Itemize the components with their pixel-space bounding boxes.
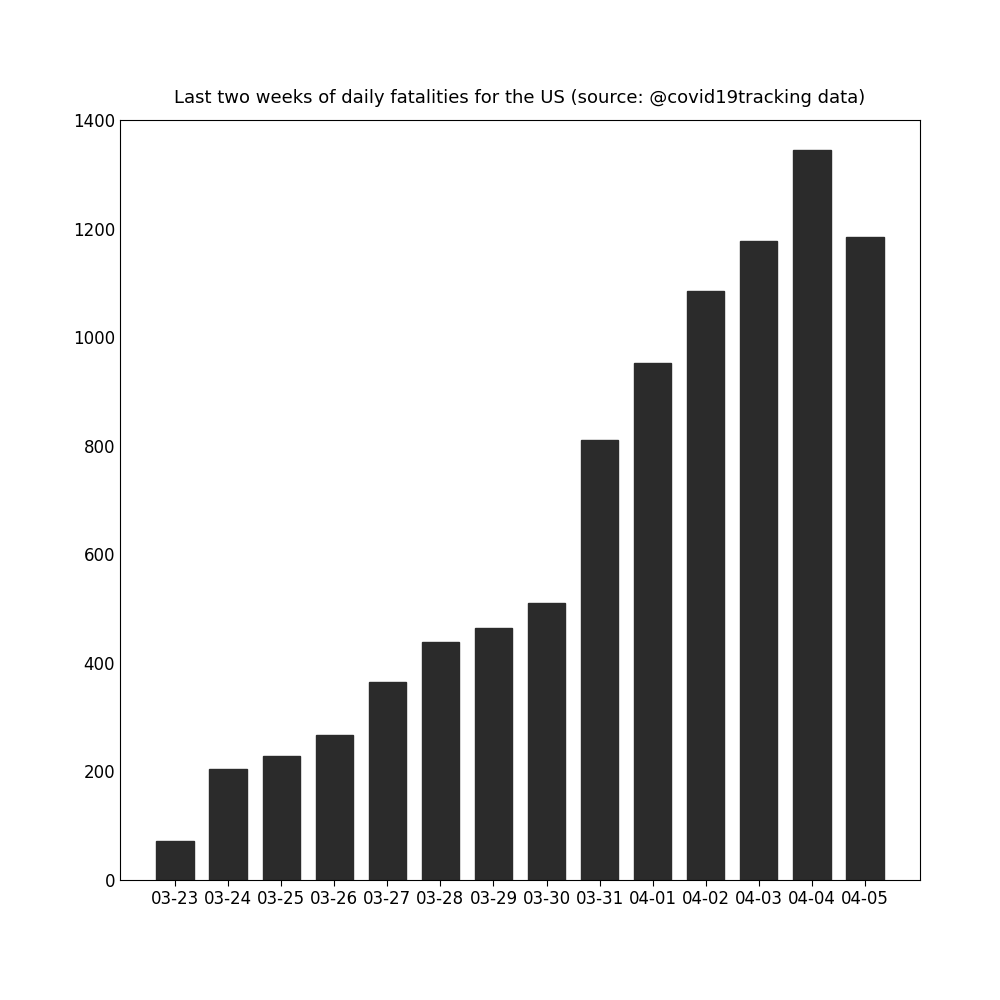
Bar bbox=[369, 682, 406, 880]
Bar bbox=[634, 363, 671, 880]
Bar bbox=[793, 150, 831, 880]
Bar bbox=[422, 642, 459, 880]
Bar bbox=[316, 735, 353, 880]
Bar bbox=[581, 440, 618, 880]
Bar bbox=[209, 769, 247, 880]
Bar bbox=[846, 237, 884, 880]
Bar bbox=[263, 756, 300, 880]
Bar bbox=[740, 241, 777, 880]
Bar bbox=[475, 628, 512, 880]
Bar bbox=[156, 841, 194, 880]
Bar bbox=[528, 603, 565, 880]
Bar bbox=[687, 291, 724, 880]
Title: Last two weeks of daily fatalities for the US (source: @covid19tracking data): Last two weeks of daily fatalities for t… bbox=[174, 89, 866, 107]
